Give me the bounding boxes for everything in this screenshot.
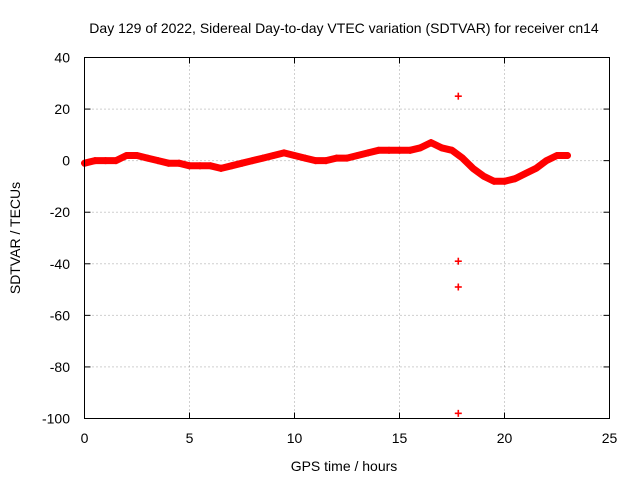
data-point bbox=[522, 170, 529, 178]
data-point bbox=[301, 154, 309, 162]
data-point bbox=[438, 144, 445, 152]
data-point bbox=[375, 146, 382, 154]
data-point bbox=[123, 151, 130, 159]
y-tick-label: 0 bbox=[62, 153, 70, 169]
data-point bbox=[207, 162, 214, 170]
y-tick-label: -80 bbox=[50, 359, 70, 375]
y-axis-label: SDTVAR / TECUs bbox=[7, 182, 23, 294]
data-point bbox=[417, 144, 424, 152]
y-tick-label: -40 bbox=[50, 256, 70, 272]
data-point bbox=[469, 164, 477, 172]
data-point bbox=[165, 159, 172, 167]
data-point bbox=[238, 159, 246, 167]
y-tick-label: 20 bbox=[54, 101, 70, 117]
data-point bbox=[564, 151, 571, 159]
data-point bbox=[427, 139, 435, 147]
y-tick-label: -60 bbox=[50, 307, 70, 323]
data-point bbox=[280, 149, 288, 157]
data-point bbox=[133, 151, 141, 159]
gridlines bbox=[84, 57, 610, 419]
data-point bbox=[364, 149, 372, 157]
y-tick-label: -100 bbox=[42, 411, 70, 427]
data-point bbox=[112, 157, 120, 165]
data-point bbox=[249, 157, 256, 165]
outlier-point bbox=[454, 409, 462, 417]
outlier-point bbox=[454, 257, 462, 265]
data-point bbox=[175, 159, 183, 167]
data-point bbox=[312, 157, 319, 165]
data-point bbox=[228, 162, 235, 170]
data-point bbox=[102, 157, 109, 165]
chart-title: Day 129 of 2022, Sidereal Day-to-day VTE… bbox=[89, 20, 599, 36]
data-point bbox=[406, 146, 414, 154]
y-tick-label: 40 bbox=[54, 50, 70, 66]
x-tick-label: 20 bbox=[497, 430, 513, 446]
x-tick-label: 0 bbox=[81, 430, 89, 446]
data-point bbox=[480, 172, 487, 180]
data-point bbox=[91, 157, 99, 165]
data-point bbox=[511, 175, 519, 183]
y-tick-label: -20 bbox=[50, 204, 70, 220]
data-point bbox=[354, 151, 361, 159]
data-point bbox=[333, 154, 340, 162]
data-point bbox=[448, 146, 456, 154]
data-point bbox=[291, 151, 298, 159]
x-tick-label: 5 bbox=[186, 430, 194, 446]
x-tick-label: 10 bbox=[287, 430, 303, 446]
data-point bbox=[343, 154, 351, 162]
data-point bbox=[385, 146, 393, 154]
data-point bbox=[490, 177, 498, 185]
x-tick-label: 25 bbox=[602, 430, 618, 446]
x-tick-label: 15 bbox=[392, 430, 408, 446]
data-point bbox=[217, 164, 225, 172]
data-point bbox=[396, 146, 403, 154]
x-tick-labels: 0 5 10 15 20 25 bbox=[81, 430, 618, 446]
y-tick-labels: -100 -80 -60 -40 -20 0 20 40 bbox=[42, 50, 70, 427]
data-point bbox=[270, 151, 277, 159]
data-point bbox=[196, 162, 204, 170]
x-axis-label: GPS time / hours bbox=[291, 458, 398, 474]
data-point bbox=[459, 154, 466, 162]
data-point bbox=[144, 154, 151, 162]
data-point bbox=[501, 177, 508, 185]
axis-ticks bbox=[84, 57, 610, 419]
data-series bbox=[81, 92, 571, 417]
data-point bbox=[322, 157, 330, 165]
data-point bbox=[553, 151, 561, 159]
data-point bbox=[186, 162, 193, 170]
data-point bbox=[543, 157, 550, 165]
outlier-point bbox=[454, 283, 462, 291]
data-point bbox=[259, 154, 267, 162]
data-point bbox=[154, 157, 162, 165]
outlier-point bbox=[454, 92, 462, 100]
plot-frame bbox=[84, 57, 610, 419]
data-point bbox=[532, 164, 540, 172]
